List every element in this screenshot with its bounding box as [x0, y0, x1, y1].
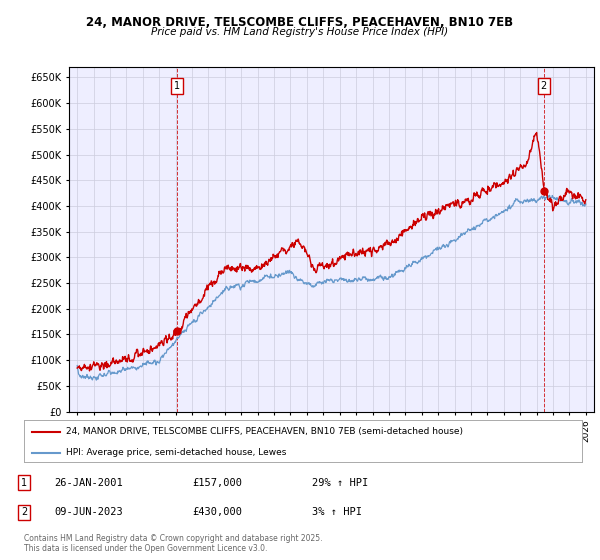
- Text: 3% ↑ HPI: 3% ↑ HPI: [312, 507, 362, 517]
- Text: HPI: Average price, semi-detached house, Lewes: HPI: Average price, semi-detached house,…: [66, 448, 286, 458]
- Text: £157,000: £157,000: [192, 478, 242, 488]
- Text: £430,000: £430,000: [192, 507, 242, 517]
- Text: 24, MANOR DRIVE, TELSCOMBE CLIFFS, PEACEHAVEN, BN10 7EB: 24, MANOR DRIVE, TELSCOMBE CLIFFS, PEACE…: [86, 16, 514, 29]
- Text: 1: 1: [174, 81, 180, 91]
- Text: 09-JUN-2023: 09-JUN-2023: [54, 507, 123, 517]
- Text: This data is licensed under the Open Government Licence v3.0.: This data is licensed under the Open Gov…: [24, 544, 268, 553]
- Text: 26-JAN-2001: 26-JAN-2001: [54, 478, 123, 488]
- Text: 29% ↑ HPI: 29% ↑ HPI: [312, 478, 368, 488]
- Text: 2: 2: [21, 507, 27, 517]
- Text: Contains HM Land Registry data © Crown copyright and database right 2025.: Contains HM Land Registry data © Crown c…: [24, 534, 323, 543]
- Text: Price paid vs. HM Land Registry's House Price Index (HPI): Price paid vs. HM Land Registry's House …: [151, 27, 449, 37]
- Text: 1: 1: [21, 478, 27, 488]
- Text: 24, MANOR DRIVE, TELSCOMBE CLIFFS, PEACEHAVEN, BN10 7EB (semi-detached house): 24, MANOR DRIVE, TELSCOMBE CLIFFS, PEACE…: [66, 427, 463, 436]
- Text: 2: 2: [541, 81, 547, 91]
